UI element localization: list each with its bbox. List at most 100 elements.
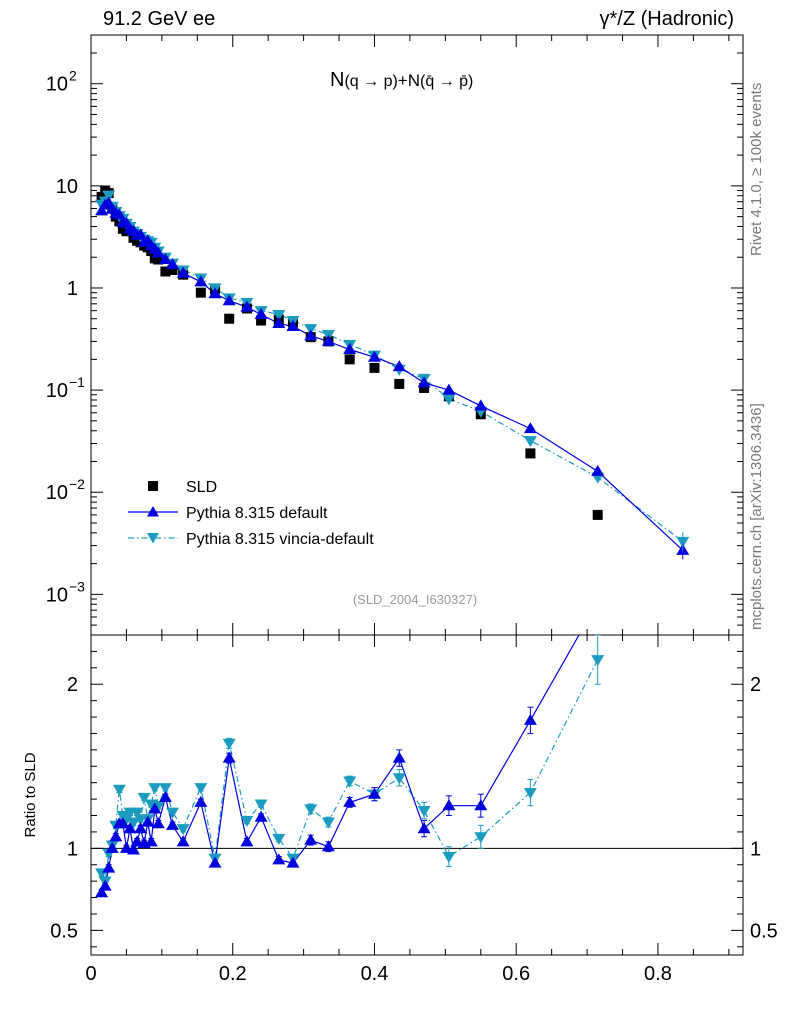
default-ratio-point xyxy=(222,751,236,763)
y-tick-label-main: 10 xyxy=(56,176,78,198)
legend-sld-label: SLD xyxy=(186,479,217,496)
sld-data-point xyxy=(344,354,355,365)
default-ratio-point xyxy=(105,841,119,853)
default-series-line xyxy=(101,202,684,551)
default-data-point xyxy=(321,334,335,346)
vincia-data-point xyxy=(102,190,116,202)
default-ratio-point xyxy=(176,835,190,847)
sld-data-point xyxy=(419,382,430,393)
ratio-plot-frame xyxy=(90,634,744,956)
default-data-point xyxy=(158,253,172,265)
vincia-ratio-point xyxy=(148,783,162,795)
sld-data-point xyxy=(167,264,178,275)
default-data-point xyxy=(304,329,318,341)
default-data-point xyxy=(286,319,300,332)
default-data-point xyxy=(95,204,109,216)
vincia-ratio-point xyxy=(222,738,236,750)
default-ratio-point xyxy=(240,835,254,847)
process-label: γ*/Z (Hadronic) xyxy=(599,8,734,30)
default-data-point xyxy=(208,287,222,299)
default-data-point xyxy=(194,275,208,287)
y-tick-label-main: 10 xyxy=(46,584,68,606)
x-tick-label: 0.8 xyxy=(644,963,672,985)
default-data-point xyxy=(367,350,381,362)
vincia-ratio-point xyxy=(591,655,605,667)
sld-data-point xyxy=(394,378,405,389)
chart-title-n1: N xyxy=(330,69,344,91)
default-data-point xyxy=(442,383,456,395)
sld-data-point xyxy=(195,287,206,298)
default-ratio-point xyxy=(208,856,222,868)
default-data-point xyxy=(176,266,190,278)
x-tick-labels: 0 0.2 0.4 0.6 0.8 xyxy=(85,963,671,985)
default-ratio-point xyxy=(194,795,208,807)
default-ratio-point xyxy=(151,817,165,829)
legend: SLD Pythia 8.315 default Pythia 8.315 vi… xyxy=(128,479,374,548)
vincia-ratio-point xyxy=(417,806,431,818)
vincia-ratio-point xyxy=(137,792,151,804)
legend-default-marker xyxy=(147,506,159,517)
sld-data-point xyxy=(369,362,380,373)
ratio-y-axis-label: Ratio to SLD xyxy=(22,752,39,837)
vincia-ratio-point xyxy=(158,783,172,795)
vincia-ratio-point xyxy=(392,773,406,785)
energy-label: 91.2 GeV ee xyxy=(103,8,216,30)
default-data-point xyxy=(591,464,605,476)
y-tick-label-ratio-right: 1 xyxy=(750,838,761,860)
vincia-data-point xyxy=(442,394,456,406)
y-tick-label-ratio-left: 1 xyxy=(67,838,78,860)
x-tick-label: 0.6 xyxy=(502,963,530,985)
default-ratio-point xyxy=(123,822,137,834)
vincia-ratio-point xyxy=(321,817,335,829)
default-ratio-point xyxy=(591,596,604,607)
y-tick-label-ratio-left: 2 xyxy=(67,674,78,696)
default-ratio-point xyxy=(134,822,148,834)
y-tick-label-main: 10 xyxy=(46,482,68,504)
vincia-ratio-point xyxy=(176,824,190,836)
default-data-point xyxy=(272,316,286,328)
mcplots-source-label: mcplots.cern.ch [arXiv:1306.3436] xyxy=(748,403,765,630)
sld-data-point xyxy=(224,313,235,324)
y-tick-label-main-exponent: −2 xyxy=(69,476,85,492)
chart-title-a1: (q → p) xyxy=(344,73,397,90)
sld-data-point xyxy=(525,448,536,459)
default-ratio-point xyxy=(321,840,335,852)
legend-vincia-marker xyxy=(147,533,159,544)
default-data-point xyxy=(523,422,537,434)
vincia-ratio-point xyxy=(254,799,268,811)
vincia-ratio-point xyxy=(130,807,144,819)
vincia-ratio-point xyxy=(194,783,208,795)
vincia-data-point xyxy=(523,436,537,448)
default-ratio-point xyxy=(148,802,162,814)
default-ratio-point xyxy=(102,861,116,873)
y-tick-label-main-exponent: 2 xyxy=(69,68,77,84)
x-tick-label: 0 xyxy=(85,963,96,985)
sld-data-point xyxy=(153,254,164,265)
default-ratio-point xyxy=(116,817,130,829)
vincia-ratio-point xyxy=(343,776,357,788)
default-ratio-point xyxy=(474,799,488,811)
default-data-point xyxy=(474,399,488,411)
default-ratio-point xyxy=(343,795,357,807)
ratio-y-tick-labels: 0.5 0.5 1 1 2 2 xyxy=(50,674,778,942)
vincia-ratio-point xyxy=(127,817,141,829)
y-tick-label-ratio-left: 0.5 xyxy=(50,920,78,942)
x-tick-label: 0.2 xyxy=(219,963,247,985)
default-ratio-point xyxy=(442,799,456,811)
default-ratio-point xyxy=(367,787,381,799)
legend-sld-marker xyxy=(148,481,158,491)
default-ratio-point xyxy=(254,810,268,822)
vincia-ratio-point xyxy=(272,833,286,845)
default-ratio-point xyxy=(523,713,537,725)
sld-data-point xyxy=(592,509,603,520)
y-tick-label-main-exponent: −1 xyxy=(69,374,85,390)
default-ratio-point xyxy=(272,853,286,865)
default-ratio-point xyxy=(144,835,158,847)
legend-vincia-label: Pythia 8.315 vincia-default xyxy=(186,531,374,548)
y-tick-label-main: 1 xyxy=(67,278,78,300)
vincia-ratio-point xyxy=(523,787,537,800)
chart-title: N(q → p)+N(q̄ → p̄) xyxy=(330,69,473,91)
default-data-point xyxy=(343,342,357,355)
